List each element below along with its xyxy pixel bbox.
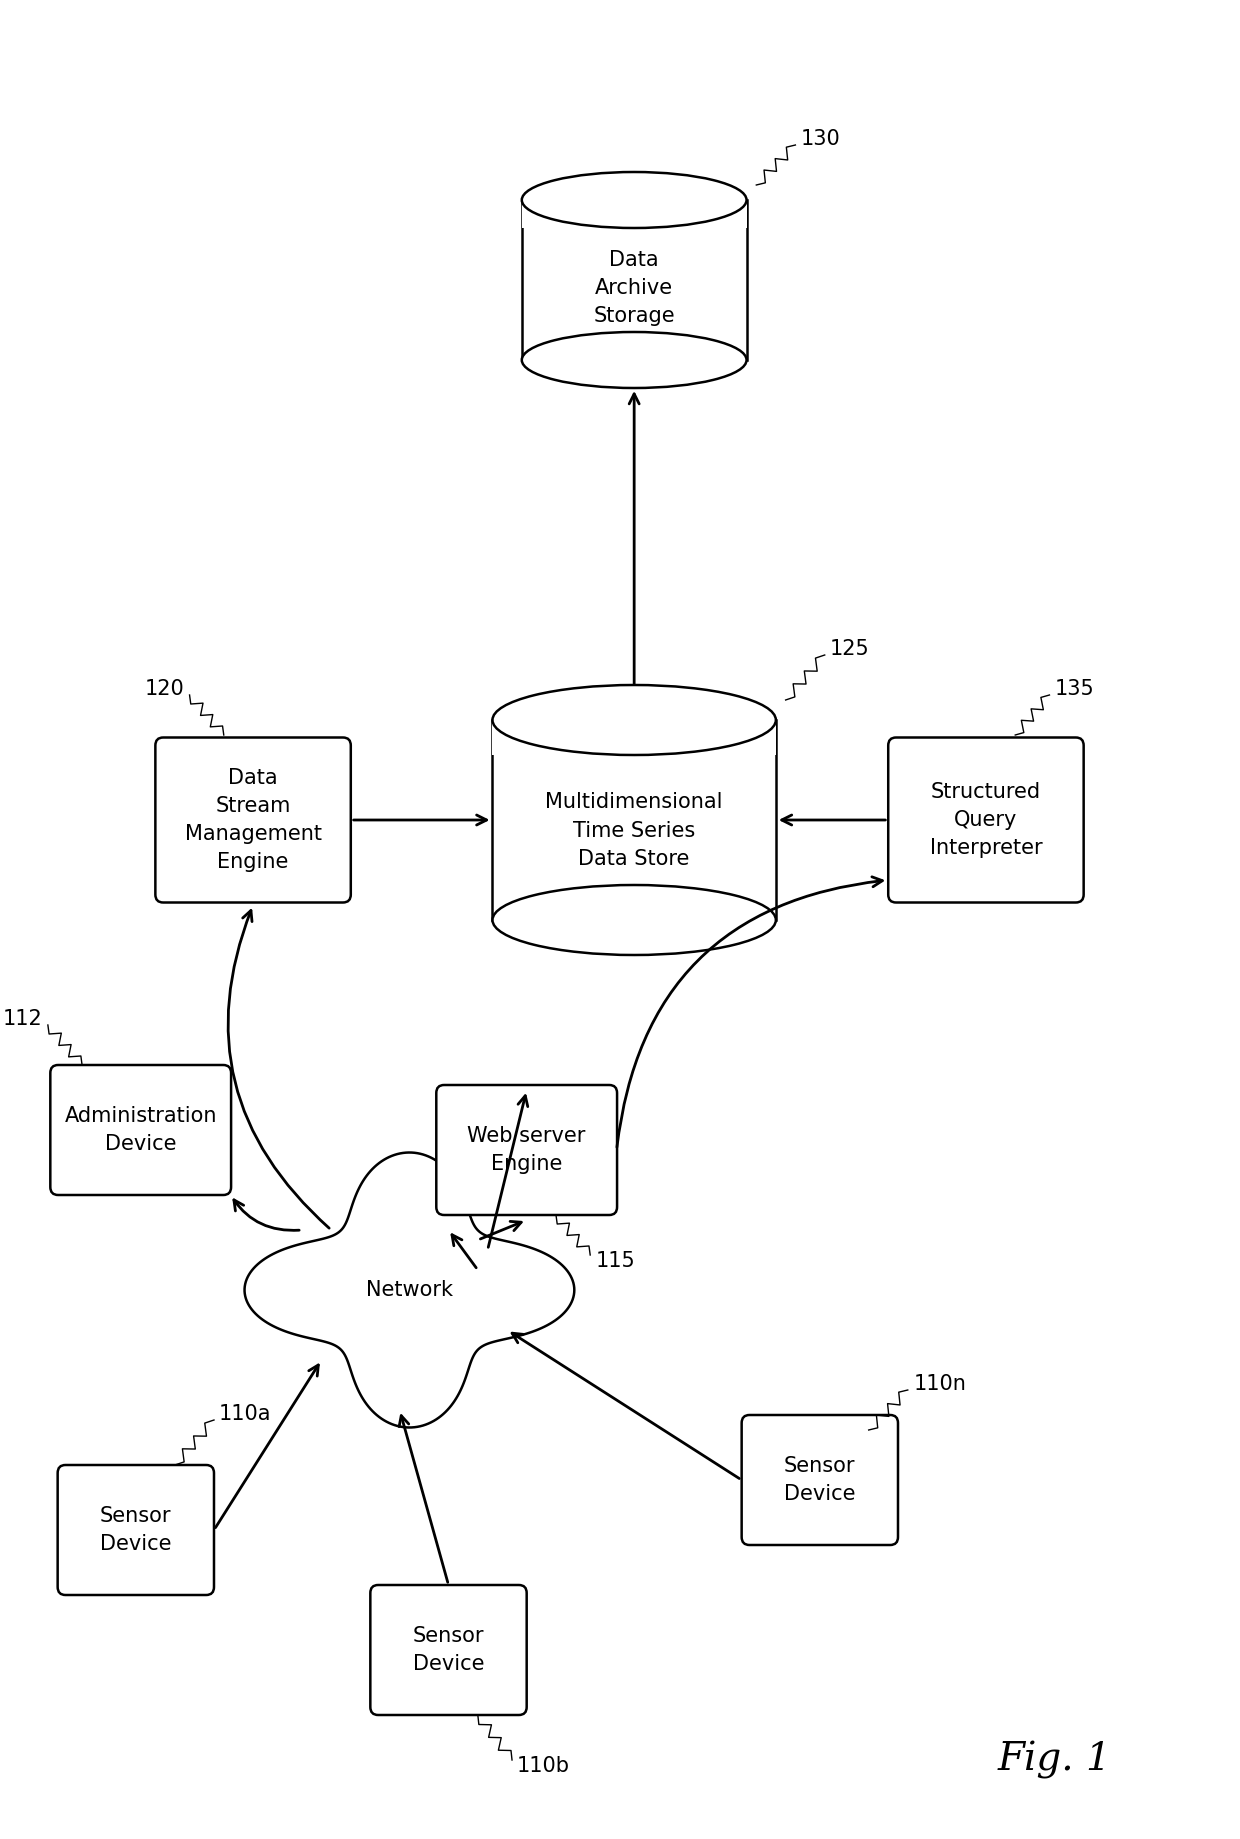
Polygon shape	[244, 1153, 574, 1427]
Text: 110n: 110n	[914, 1374, 966, 1394]
Text: Administration
Device: Administration Device	[64, 1105, 217, 1155]
FancyBboxPatch shape	[57, 1466, 215, 1594]
Polygon shape	[492, 684, 776, 756]
FancyBboxPatch shape	[888, 737, 1084, 903]
FancyBboxPatch shape	[51, 1065, 231, 1195]
Text: Sensor
Device: Sensor Device	[784, 1456, 856, 1504]
Ellipse shape	[522, 173, 746, 228]
Ellipse shape	[492, 885, 776, 954]
Text: Sensor
Device: Sensor Device	[100, 1506, 171, 1554]
Text: 135: 135	[1054, 679, 1095, 699]
Text: Data
Stream
Management
Engine: Data Stream Management Engine	[185, 769, 321, 872]
Text: Sensor
Device: Sensor Device	[413, 1626, 485, 1673]
FancyBboxPatch shape	[436, 1085, 618, 1216]
Text: Data
Archive
Storage: Data Archive Storage	[594, 250, 675, 326]
Text: Structured
Query
Interpreter: Structured Query Interpreter	[930, 782, 1043, 859]
Polygon shape	[522, 200, 746, 360]
Text: 125: 125	[830, 638, 869, 658]
Text: 115: 115	[595, 1251, 635, 1271]
Polygon shape	[492, 721, 776, 920]
Text: 110b: 110b	[517, 1756, 570, 1776]
FancyBboxPatch shape	[742, 1414, 898, 1545]
Text: Multidimensional
Time Series
Data Store: Multidimensional Time Series Data Store	[546, 793, 723, 868]
Ellipse shape	[522, 333, 746, 388]
Polygon shape	[522, 173, 746, 228]
Text: 130: 130	[801, 129, 841, 149]
FancyBboxPatch shape	[371, 1585, 527, 1716]
Text: 110a: 110a	[219, 1403, 272, 1423]
Ellipse shape	[492, 684, 776, 756]
Text: 112: 112	[2, 1010, 42, 1030]
Text: Fig. 1: Fig. 1	[997, 1742, 1111, 1778]
Text: Network: Network	[366, 1280, 453, 1300]
Text: Web server
Engine: Web server Engine	[467, 1125, 585, 1173]
FancyBboxPatch shape	[155, 737, 351, 903]
Text: 120: 120	[145, 679, 185, 699]
